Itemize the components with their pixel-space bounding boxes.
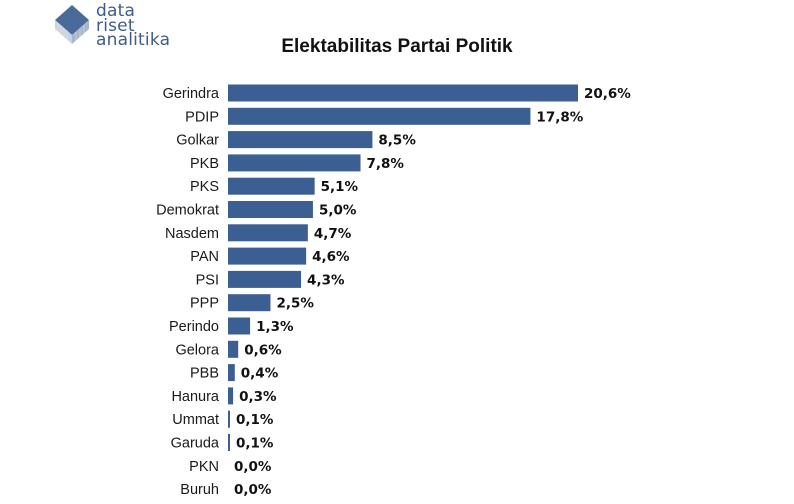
- logo-line-1: data: [96, 1, 136, 21]
- value-label: 0,6%: [244, 342, 282, 358]
- category-label: Gerindra: [163, 86, 220, 102]
- bar: [228, 270, 302, 288]
- bar: [228, 317, 251, 335]
- chart-title: Elektabilitas Partai Politik: [281, 36, 513, 57]
- category-label: Golkar: [176, 133, 219, 149]
- category-label: PPP: [190, 296, 219, 312]
- bar: [228, 131, 373, 149]
- logo-line-3: analitika: [96, 30, 171, 50]
- bar: [228, 434, 230, 451]
- category-label: PBB: [190, 366, 219, 382]
- logo-cube-icon: [55, 5, 89, 44]
- bar: [228, 84, 578, 102]
- value-label: 0,0%: [234, 482, 272, 498]
- category-label: PDIP: [185, 109, 219, 125]
- bar: [228, 294, 271, 312]
- category-label: PKB: [190, 156, 219, 172]
- category-label: Gelora: [175, 342, 219, 358]
- category-label: PKN: [189, 459, 219, 475]
- logo-line-2: riset: [96, 15, 135, 36]
- value-label: 4,3%: [307, 272, 345, 288]
- category-label: Buruh: [180, 482, 219, 498]
- category-label: Perindo: [169, 319, 219, 335]
- bar: [228, 387, 234, 405]
- value-label: 5,0%: [319, 203, 357, 219]
- brand-logo: data riset analitika: [50, 2, 180, 50]
- value-label: 7,8%: [367, 156, 405, 172]
- value-label: 5,1%: [321, 179, 359, 195]
- value-label: 0,1%: [236, 412, 274, 428]
- category-label: Hanura: [171, 389, 219, 405]
- category-label: Nasdem: [165, 226, 219, 242]
- bar: [228, 201, 313, 218]
- value-label: 8,5%: [378, 133, 416, 149]
- category-label: Ummat: [172, 412, 219, 428]
- value-label: 4,6%: [312, 249, 350, 265]
- value-label: 20,6%: [584, 86, 631, 102]
- logo-wordmark: data riset analitika: [96, 1, 171, 50]
- value-label: 0,4%: [241, 366, 279, 382]
- bar: [228, 340, 239, 358]
- bar: [228, 177, 315, 195]
- category-label: Garuda: [171, 436, 220, 452]
- bar: [228, 154, 361, 172]
- value-label: 0,3%: [239, 389, 277, 405]
- value-label: 2,5%: [276, 296, 314, 312]
- value-label: 4,7%: [314, 226, 352, 242]
- value-label: 17,8%: [536, 109, 583, 125]
- category-label: PAN: [190, 249, 219, 265]
- bar: [228, 247, 307, 265]
- category-label: PKS: [190, 179, 219, 195]
- bar: [228, 224, 308, 242]
- bar: [228, 107, 531, 125]
- category-label: PSI: [196, 272, 219, 288]
- value-label: 0,0%: [234, 459, 272, 475]
- bar: [228, 364, 235, 382]
- value-label: 1,3%: [256, 319, 294, 335]
- bar: [228, 410, 230, 428]
- value-label: 0,1%: [236, 436, 274, 452]
- category-label: Demokrat: [156, 203, 219, 219]
